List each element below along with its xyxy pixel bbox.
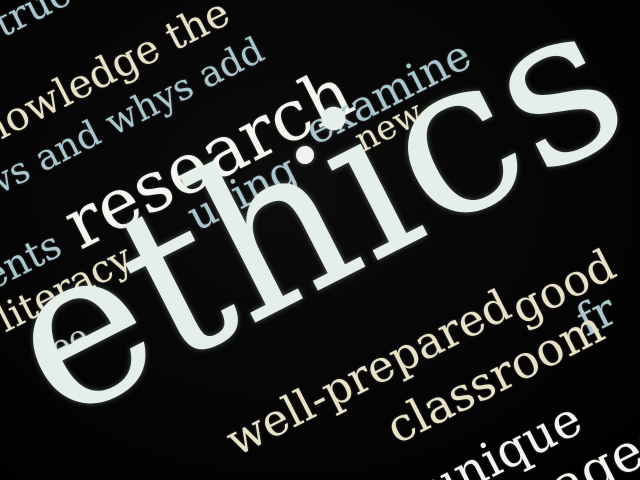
- word-instruction: structio: [0, 0, 123, 55]
- bullet-dot: [296, 146, 314, 164]
